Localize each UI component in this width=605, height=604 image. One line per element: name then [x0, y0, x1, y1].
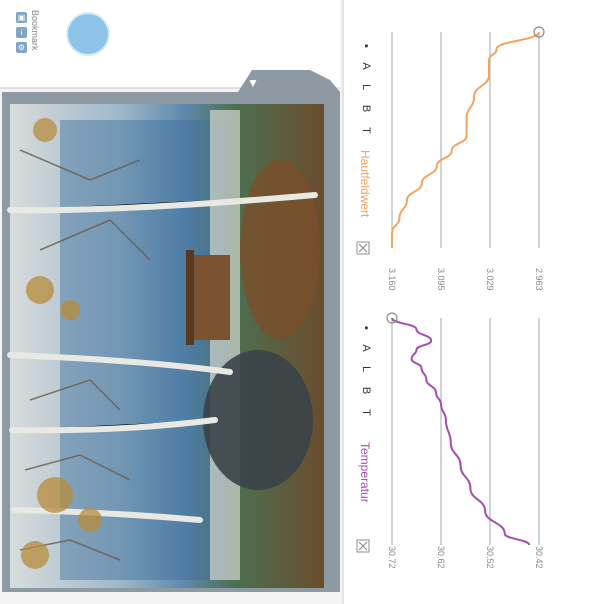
- hautfeldwert-tick: 3.160: [387, 268, 397, 291]
- wooden-shelter: [186, 250, 230, 345]
- info-icon[interactable]: i: [16, 27, 27, 38]
- hautfeldwert-tick: 3.095: [436, 268, 446, 291]
- temperature-point-marker[interactable]: [386, 312, 398, 324]
- hautfeldwert-tick: 2.963: [534, 268, 544, 291]
- temperature-tick: 30.42: [534, 546, 544, 569]
- hautfeldwert-tick: 3.029: [485, 268, 495, 291]
- favorites-label: Bookmark: [30, 10, 40, 51]
- hautfeldwert-legend: ▪ A L B T: [360, 44, 372, 140]
- settings-icon[interactable]: ⚙: [16, 42, 27, 53]
- temperature-chart: [356, 312, 540, 553]
- temperature-title: Temperatur: [358, 442, 372, 503]
- hautfeldwert-series-line: [391, 31, 540, 248]
- temperature-legend: ▪ A L B T: [360, 326, 372, 422]
- temperature-tick: 30.62: [436, 546, 446, 569]
- temperature-tick: 30.72: [387, 546, 397, 569]
- hautfeldwert-title: Hautfeldwert: [358, 150, 372, 218]
- collapse-arrow-icon[interactable]: ▼: [247, 76, 259, 90]
- hautfeldwert-chart: [356, 26, 545, 255]
- temperature-series-line: [391, 317, 531, 546]
- temperature-tick: 30.52: [485, 546, 495, 569]
- favorites-badge[interactable]: [66, 12, 110, 56]
- hautfeldwert-point-marker[interactable]: [533, 26, 545, 38]
- print-icon[interactable]: ▣: [16, 12, 27, 23]
